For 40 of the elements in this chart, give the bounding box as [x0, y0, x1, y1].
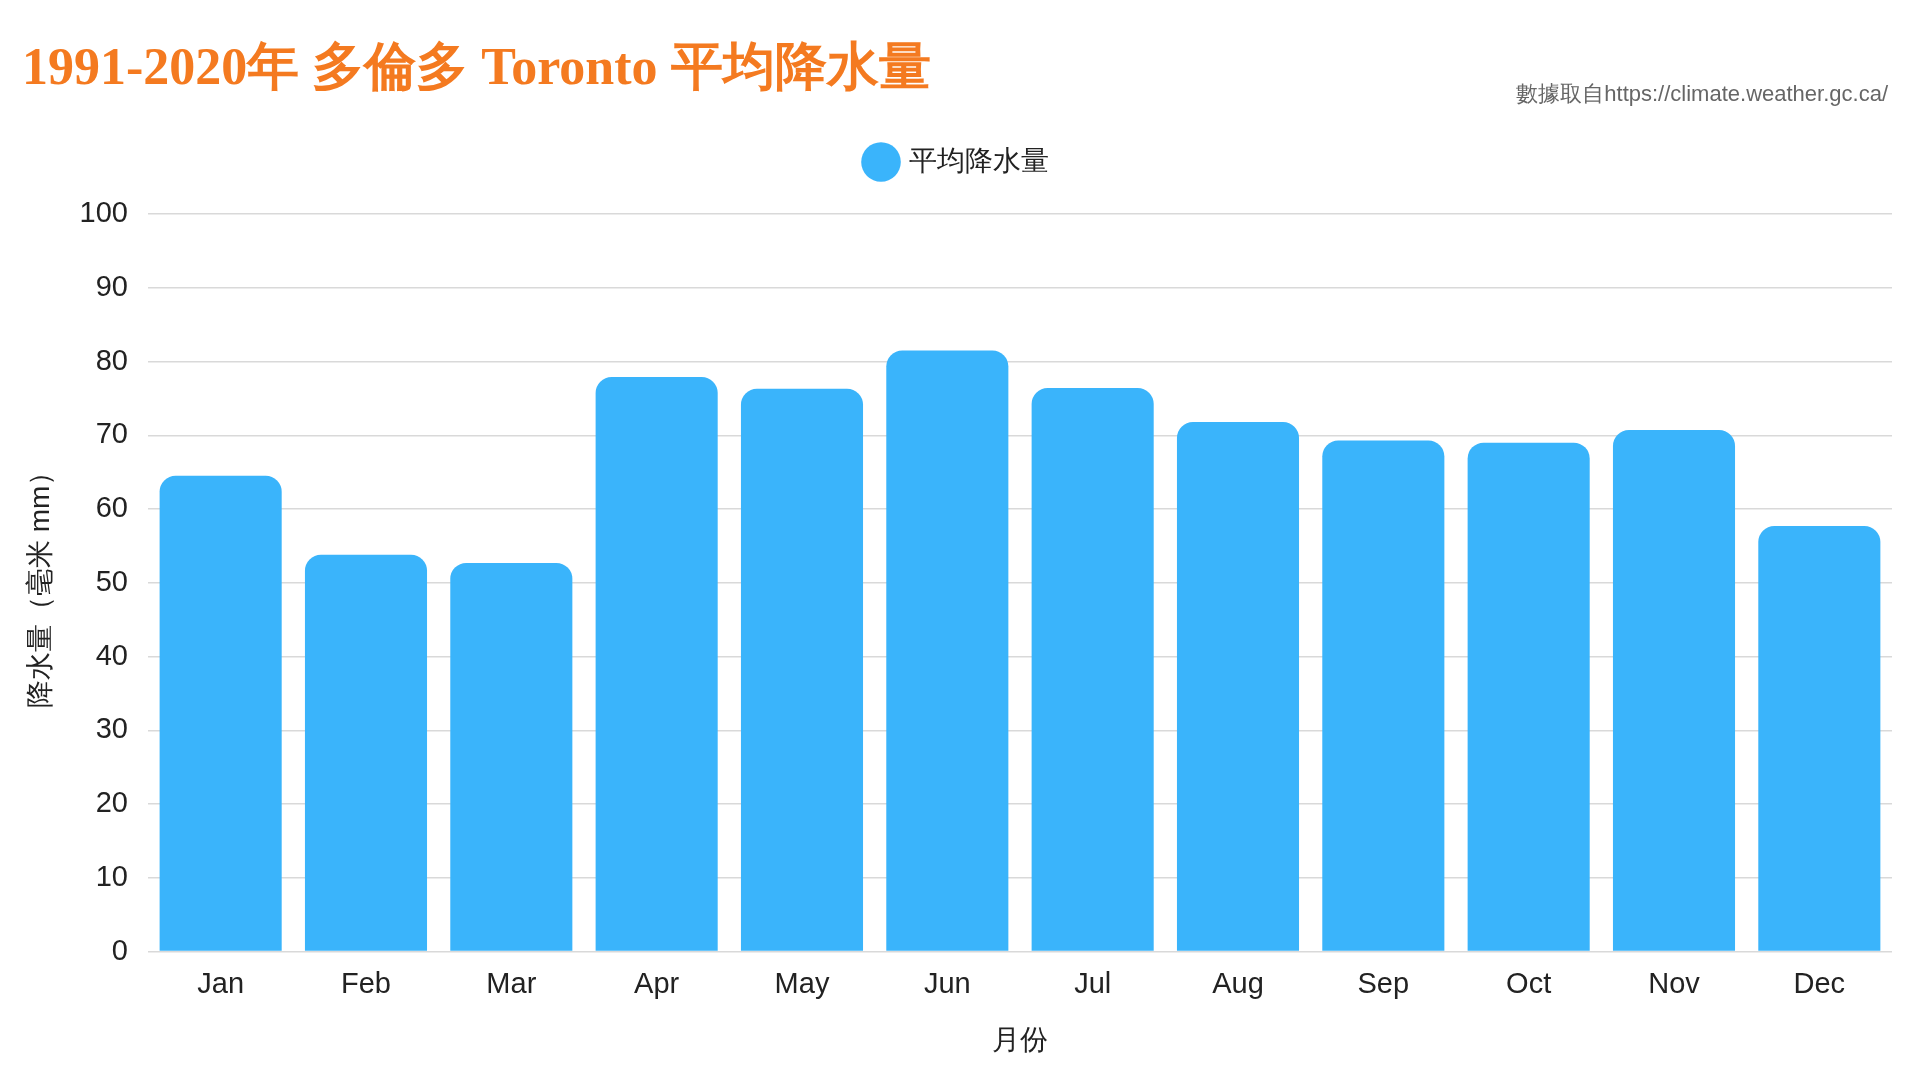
bar [740, 388, 864, 951]
bar [886, 350, 1009, 951]
x-tick-label: Aug [1212, 967, 1264, 999]
y-tick-label: 40 [95, 638, 128, 671]
bar [1322, 440, 1445, 951]
y-tick-label: 70 [95, 417, 128, 450]
x-tick-label: Dec [1793, 967, 1846, 999]
x-tick-label: Sep [1357, 967, 1410, 999]
x-tick-label: Jan [197, 967, 245, 999]
y-tick-label: 90 [95, 269, 128, 302]
y-tick-label: 60 [95, 491, 128, 524]
bar [1612, 430, 1736, 951]
bar [1176, 422, 1300, 951]
x-tick-label: Mar [486, 967, 537, 999]
text: 數據取自https://climate.weather.gc.ca/ [1516, 80, 1888, 108]
y-tick-label: 0 [111, 933, 128, 966]
bar [159, 475, 282, 951]
bar [1758, 526, 1881, 951]
bar [304, 554, 428, 951]
bar [1031, 388, 1154, 951]
x-axis-title: 月份 [991, 1023, 1048, 1055]
x-tick-label: Jul [1074, 967, 1112, 999]
y-tick-label: 80 [95, 343, 128, 376]
x-tick-label: Nov [1648, 967, 1701, 999]
bar [450, 562, 573, 951]
chart-title: 1991-2020年 多倫多 Toronto 平均降水量 [22, 37, 931, 97]
y-axis-title: 降水量（毫米 mm） [23, 457, 55, 709]
y-tick-label: 30 [95, 712, 128, 745]
legend-label: 平均降水量 [909, 144, 1049, 176]
x-tick-label: Jun [923, 967, 971, 999]
y-tick-label: 10 [95, 859, 128, 892]
y-tick-label: 50 [95, 564, 128, 597]
x-tick-label: Apr [634, 967, 680, 999]
x-tick-label: May [774, 967, 830, 999]
bar [595, 377, 718, 951]
y-tick-label: 20 [95, 786, 128, 819]
x-tick-label: Feb [340, 967, 391, 999]
y-tick-label: 100 [79, 196, 128, 228]
bar [1467, 442, 1590, 951]
x-tick-label: Oct [1506, 967, 1552, 999]
